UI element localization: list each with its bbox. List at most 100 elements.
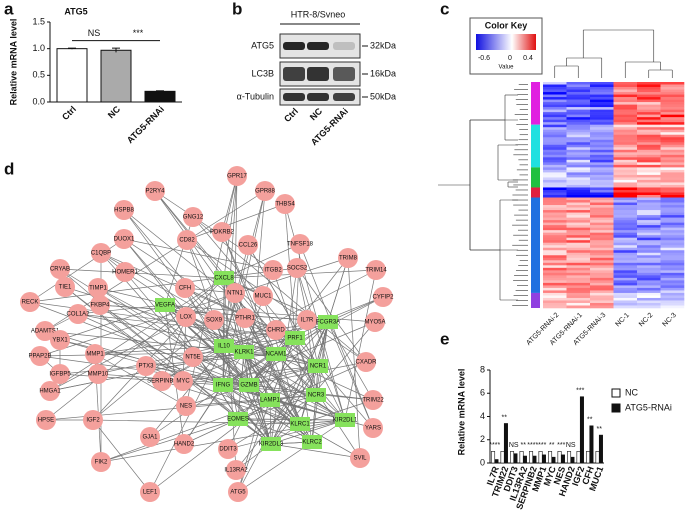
network-edge bbox=[59, 268, 225, 279]
annotation: *** bbox=[133, 28, 144, 38]
node-label: GJA1 bbox=[142, 435, 158, 441]
heat-cell bbox=[660, 127, 685, 131]
heat-cell bbox=[637, 222, 661, 226]
heat-cell bbox=[637, 157, 661, 161]
heat-cell bbox=[660, 242, 685, 246]
heat-cell bbox=[637, 112, 661, 115]
heat-cell bbox=[590, 285, 614, 289]
heat-cell bbox=[566, 250, 591, 254]
heat-cell bbox=[543, 242, 567, 246]
heat-cell bbox=[590, 147, 614, 151]
node-label: THBS4 bbox=[275, 202, 295, 208]
heat-cell bbox=[566, 282, 591, 286]
network-edge bbox=[185, 175, 238, 407]
heat-cell bbox=[660, 134, 685, 138]
heat-cell bbox=[613, 187, 638, 191]
heat-cell bbox=[613, 124, 638, 128]
heat-cell bbox=[660, 285, 685, 289]
heat-cell bbox=[613, 260, 638, 264]
heat-cell bbox=[590, 104, 614, 108]
network-edge bbox=[92, 277, 225, 421]
heat-cell bbox=[543, 89, 567, 93]
network-edge bbox=[294, 337, 317, 396]
heat-cell bbox=[613, 245, 638, 249]
network-node bbox=[297, 310, 317, 330]
heat-cell bbox=[590, 257, 614, 261]
heat-cell bbox=[660, 109, 685, 113]
network-node bbox=[204, 310, 224, 330]
annotation: NS bbox=[88, 28, 101, 38]
heat-cell bbox=[543, 217, 567, 221]
heat-cell bbox=[660, 275, 685, 279]
heat-cell bbox=[566, 104, 591, 108]
heat-cell bbox=[543, 179, 567, 183]
heat-cell bbox=[590, 292, 614, 296]
heat-cell bbox=[613, 177, 638, 181]
network-edge bbox=[149, 399, 271, 493]
heat-cell bbox=[660, 262, 685, 266]
heat-cell bbox=[566, 297, 591, 301]
network-edge bbox=[186, 203, 286, 241]
heat-cell bbox=[543, 159, 567, 163]
panel-label: e bbox=[440, 329, 449, 348]
heat-cell bbox=[613, 137, 638, 141]
heat-cell bbox=[566, 157, 591, 161]
legend-label: ATG5-RNAi bbox=[625, 402, 672, 412]
heat-cell bbox=[566, 102, 591, 105]
heat-cell bbox=[613, 225, 638, 228]
heat-cell bbox=[566, 245, 591, 249]
heat-cell bbox=[637, 210, 661, 213]
network-edge bbox=[183, 351, 245, 445]
heat-cell bbox=[590, 179, 614, 183]
heat-cell bbox=[566, 109, 591, 113]
heat-cell bbox=[566, 205, 591, 208]
heat-cell bbox=[660, 104, 685, 108]
heat-cell bbox=[566, 285, 591, 289]
heat-cell bbox=[613, 134, 638, 138]
heat-cell bbox=[566, 152, 591, 156]
heat-cell bbox=[590, 172, 614, 176]
heat-cell bbox=[590, 227, 614, 231]
heat-cell bbox=[543, 275, 567, 279]
heat-cell bbox=[590, 280, 614, 284]
heat-cell bbox=[660, 247, 685, 251]
network-node bbox=[183, 347, 203, 367]
heat-cell bbox=[613, 129, 638, 133]
heat-cell bbox=[637, 134, 661, 138]
heat-cell bbox=[543, 102, 567, 105]
heat-cell bbox=[637, 232, 661, 236]
heat-cell bbox=[543, 232, 567, 236]
heat-cell bbox=[543, 237, 567, 241]
heat-cell bbox=[566, 227, 591, 231]
y-tick-label: 8 bbox=[480, 364, 485, 374]
heat-cell bbox=[613, 89, 638, 93]
heat-cell bbox=[543, 220, 567, 223]
network-node bbox=[290, 234, 310, 254]
heat-cell bbox=[543, 305, 567, 309]
heat-cell bbox=[637, 107, 661, 110]
heat-cell bbox=[590, 114, 614, 118]
heat-cell bbox=[543, 139, 567, 143]
bar bbox=[551, 456, 556, 464]
network-edge bbox=[269, 399, 272, 445]
node-label: TIE1 bbox=[59, 285, 72, 291]
heat-cell bbox=[637, 82, 661, 85]
heat-cell bbox=[566, 257, 591, 261]
y-tick-label: 6 bbox=[480, 388, 485, 398]
heat-cell bbox=[566, 265, 591, 269]
heat-cell bbox=[590, 109, 614, 113]
heat-cell bbox=[543, 272, 567, 276]
heat-cell bbox=[566, 290, 591, 294]
network-edge bbox=[234, 175, 238, 294]
row-side-color bbox=[531, 82, 540, 125]
heat-cell bbox=[543, 117, 567, 120]
heat-cell bbox=[637, 167, 661, 171]
heat-cell bbox=[660, 189, 685, 193]
node-label: CXADR bbox=[355, 360, 377, 366]
node-label: HMGA1 bbox=[39, 389, 61, 395]
network-edge bbox=[237, 361, 367, 420]
heat-cell bbox=[566, 174, 591, 178]
heat-cell bbox=[613, 250, 638, 254]
heat-cell bbox=[660, 107, 685, 110]
heat-cell bbox=[660, 200, 685, 203]
